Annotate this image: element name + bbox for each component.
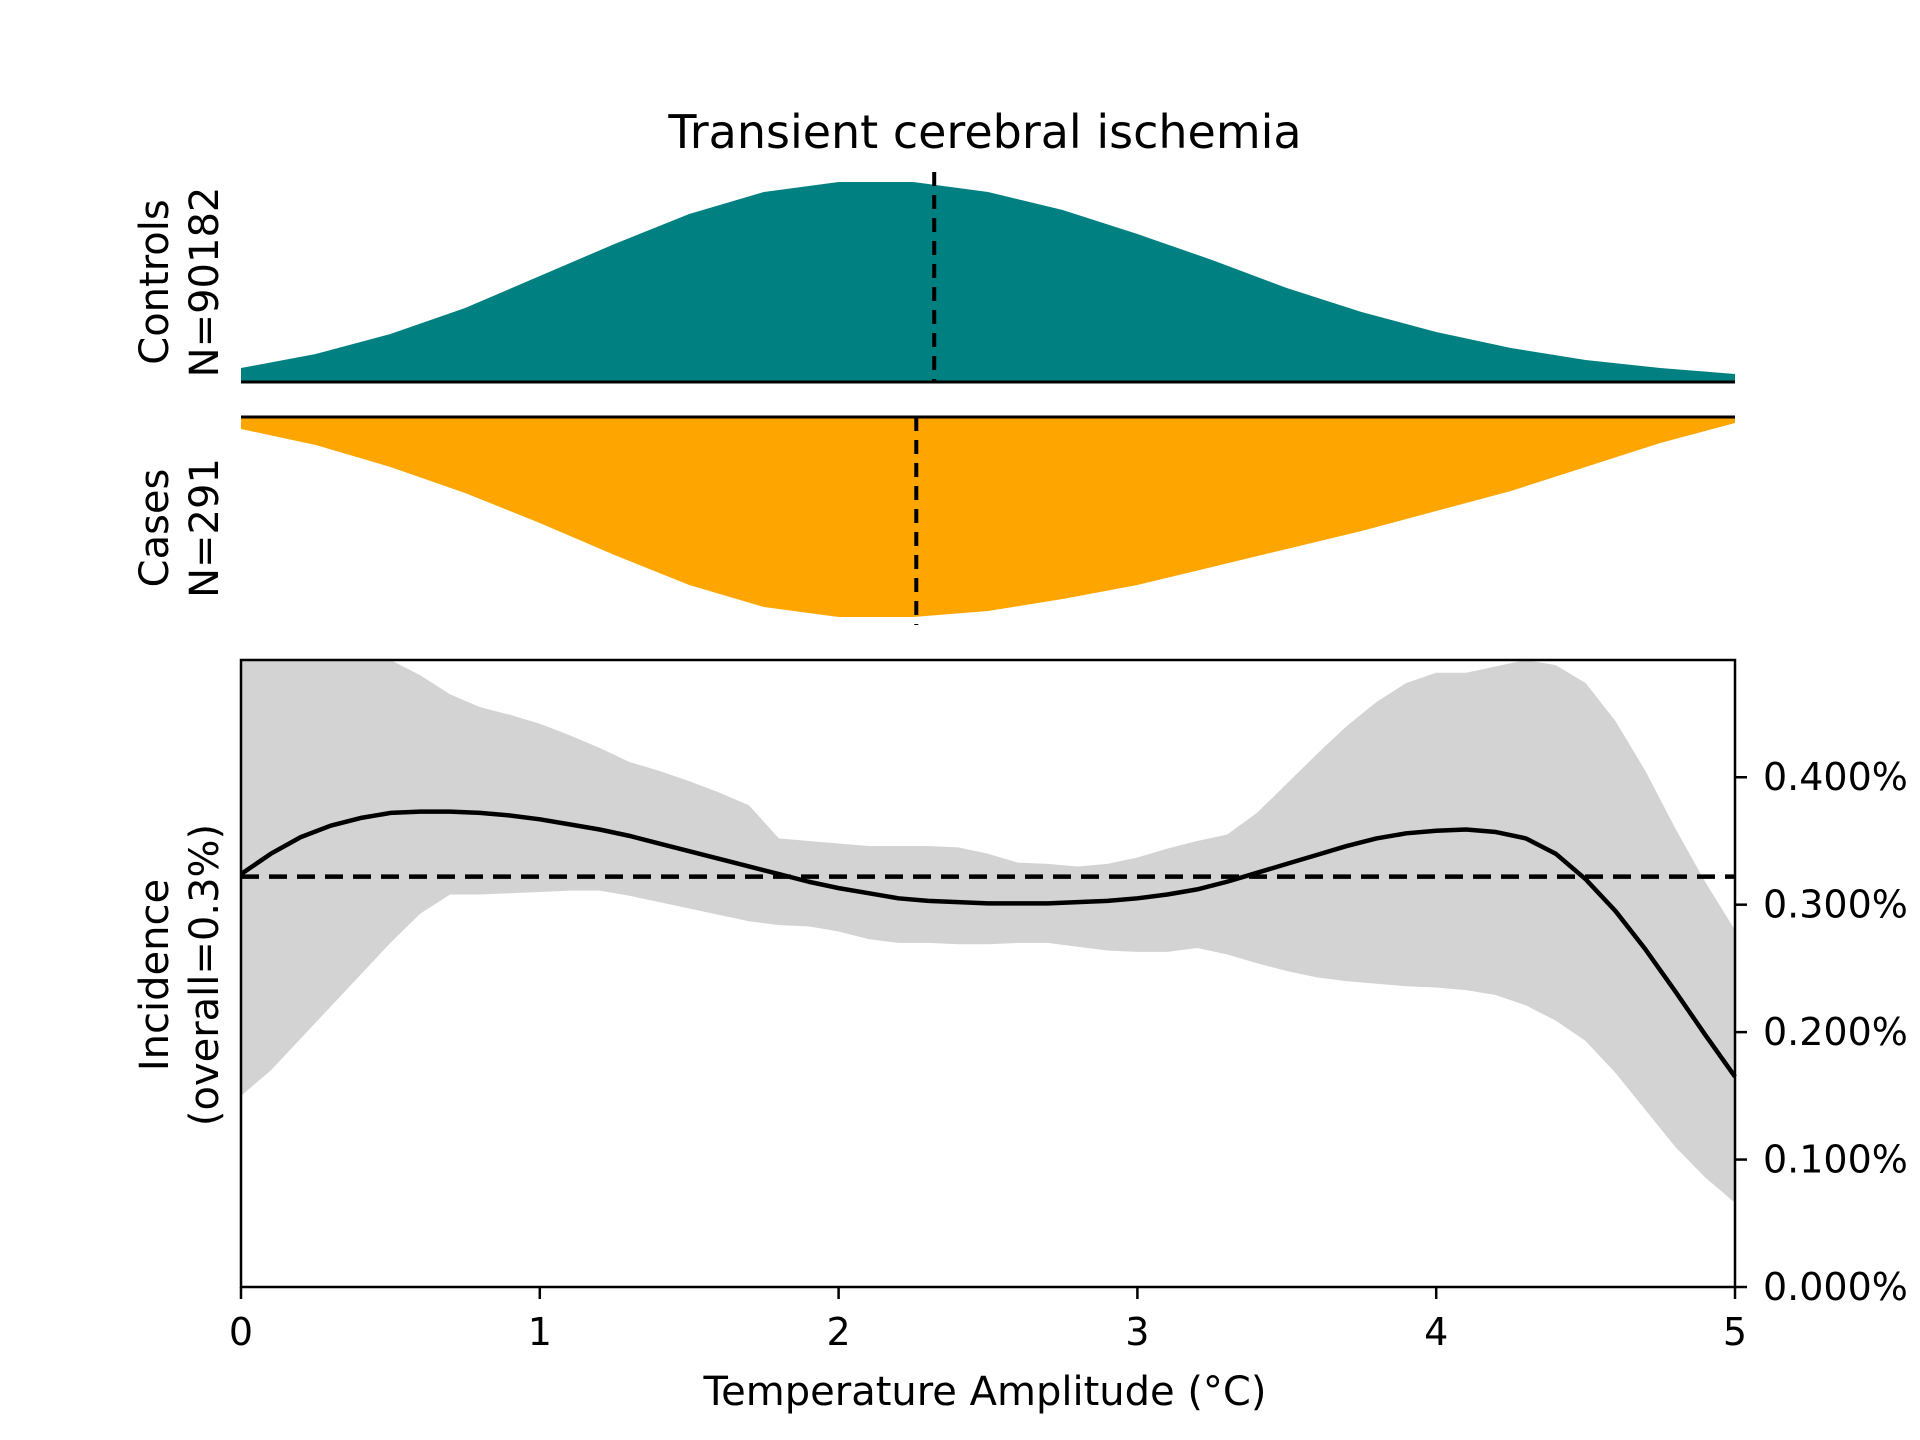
controls-count-label: N=90182 bbox=[182, 187, 228, 378]
y-axis-right: 0.000% 0.100% 0.200% 0.300% 0.400% bbox=[1735, 755, 1908, 1309]
incidence-plot-frame bbox=[239, 658, 1737, 1289]
y-tick-label: 0.100% bbox=[1763, 1138, 1908, 1182]
x-tick-label: 2 bbox=[827, 1310, 851, 1354]
cases-distribution-panel: Cases N=291 bbox=[132, 415, 1735, 625]
y-tick-label: 0.400% bbox=[1763, 755, 1908, 799]
cases-count-label: N=291 bbox=[182, 458, 228, 598]
cases-density-area bbox=[241, 417, 1735, 617]
y-tick-label: 0.000% bbox=[1763, 1265, 1908, 1309]
x-axis: 0 1 2 3 4 5 bbox=[229, 1287, 1747, 1354]
y-tick-label: 0.200% bbox=[1763, 1010, 1908, 1054]
incidence-line bbox=[239, 809, 1737, 1079]
x-tick-label: 4 bbox=[1424, 1310, 1448, 1354]
x-tick-label: 3 bbox=[1125, 1310, 1149, 1354]
controls-label: Controls bbox=[132, 199, 178, 364]
incidence-panel: 0 1 2 3 4 5 0.000% 0.100% 0.200% 0.300% 0.400% In… bbox=[132, 658, 1908, 1415]
cases-label: Cases bbox=[132, 469, 178, 588]
controls-distribution-panel: Controls N=90182 bbox=[132, 172, 1735, 384]
chart-title: Transient cerebral ischemia bbox=[667, 105, 1301, 159]
x-axis-title: Temperature Amplitude (°C) bbox=[703, 1369, 1267, 1415]
x-tick-label: 5 bbox=[1723, 1310, 1747, 1354]
x-tick-label: 1 bbox=[528, 1310, 552, 1354]
y-tick-label: 0.300% bbox=[1763, 883, 1908, 927]
controls-density-area bbox=[241, 182, 1735, 382]
confidence-band bbox=[241, 660, 1735, 1203]
incidence-ylabel-overall: (overall=0.3%) bbox=[182, 824, 228, 1126]
x-tick-label: 0 bbox=[229, 1310, 253, 1354]
incidence-ylabel: Incidence bbox=[132, 879, 178, 1071]
